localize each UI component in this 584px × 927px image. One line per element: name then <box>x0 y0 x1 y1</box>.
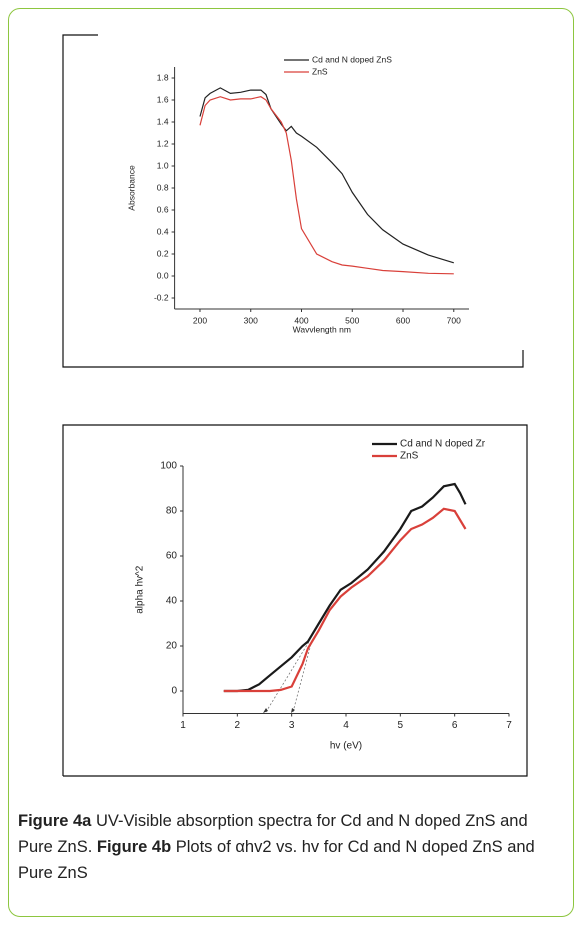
x-tick-label: 600 <box>396 315 410 325</box>
series-line <box>223 482 467 693</box>
legend-label: Cd and N doped ZnS <box>312 54 392 64</box>
y-tick-label: 0 <box>171 686 177 697</box>
y-tick-label: 60 <box>166 551 178 562</box>
y-tick-label: 1.8 <box>157 72 169 82</box>
legend-label: ZnS <box>400 451 419 462</box>
x-tick-label: 1 <box>180 720 186 731</box>
caption-text: Plots of αhv2 vs. hv for Cd and N doped … <box>18 838 535 882</box>
y-tick-label: 1.2 <box>157 138 169 148</box>
extrapolation-lines <box>265 639 313 713</box>
caption-text: UV-Visible absorption spectra for Cd and… <box>18 812 528 856</box>
y-tick-label: 1.6 <box>157 94 169 104</box>
y-tick-label: 80 <box>166 506 178 517</box>
y-tick-label: 40 <box>166 596 178 607</box>
x-tick-label: 6 <box>452 720 458 731</box>
y-tick-label: 0.6 <box>157 204 169 214</box>
caption-label: Figure 4a <box>18 812 92 830</box>
chart-frame <box>62 424 528 777</box>
tangent <box>292 639 313 713</box>
x-tick-label: 7 <box>506 720 512 731</box>
y-axis-label: Absorbance <box>126 165 136 211</box>
chart-frame <box>62 34 524 368</box>
y-tick-label: 1.0 <box>157 160 169 170</box>
x-tick-label: 400 <box>294 315 308 325</box>
x-tick-label: 4 <box>343 720 349 731</box>
x-tick-label: 300 <box>244 315 258 325</box>
y-tick-label: 0.4 <box>157 226 169 236</box>
border <box>8 8 574 917</box>
y-tick-label: 0.8 <box>157 182 169 192</box>
y-tick-label: -0.2 <box>154 292 169 302</box>
x-tick-label: 200 <box>193 315 207 325</box>
y-tick-label: 0.0 <box>157 270 169 280</box>
series-line <box>199 87 454 264</box>
tangent <box>265 639 311 713</box>
x-tick-label: 5 <box>398 720 404 731</box>
caption: Figure 4a UV-Visible absorption spectra … <box>18 808 566 886</box>
legend-label: Cd and N doped Zr <box>400 439 486 450</box>
series-line <box>223 507 467 693</box>
x-tick-label: 500 <box>345 315 359 325</box>
y-tick-label: 1.4 <box>157 116 169 126</box>
legend-label: ZnS <box>312 66 328 76</box>
x-axis-label: Wavvlength nm <box>293 324 351 334</box>
x-axis-label: hv (eV) <box>330 741 362 752</box>
y-axis-label: alpha hv^2 <box>135 565 146 614</box>
arrowhead <box>263 708 295 713</box>
series-line <box>199 96 454 275</box>
y-tick-label: 0.2 <box>157 248 169 258</box>
x-tick-label: 700 <box>447 315 461 325</box>
caption-label: Figure 4b <box>96 838 172 856</box>
x-tick-label: 3 <box>289 720 295 731</box>
y-tick-label: 100 <box>160 461 177 472</box>
y-tick-label: 20 <box>166 641 178 652</box>
x-tick-label: 2 <box>235 720 241 731</box>
